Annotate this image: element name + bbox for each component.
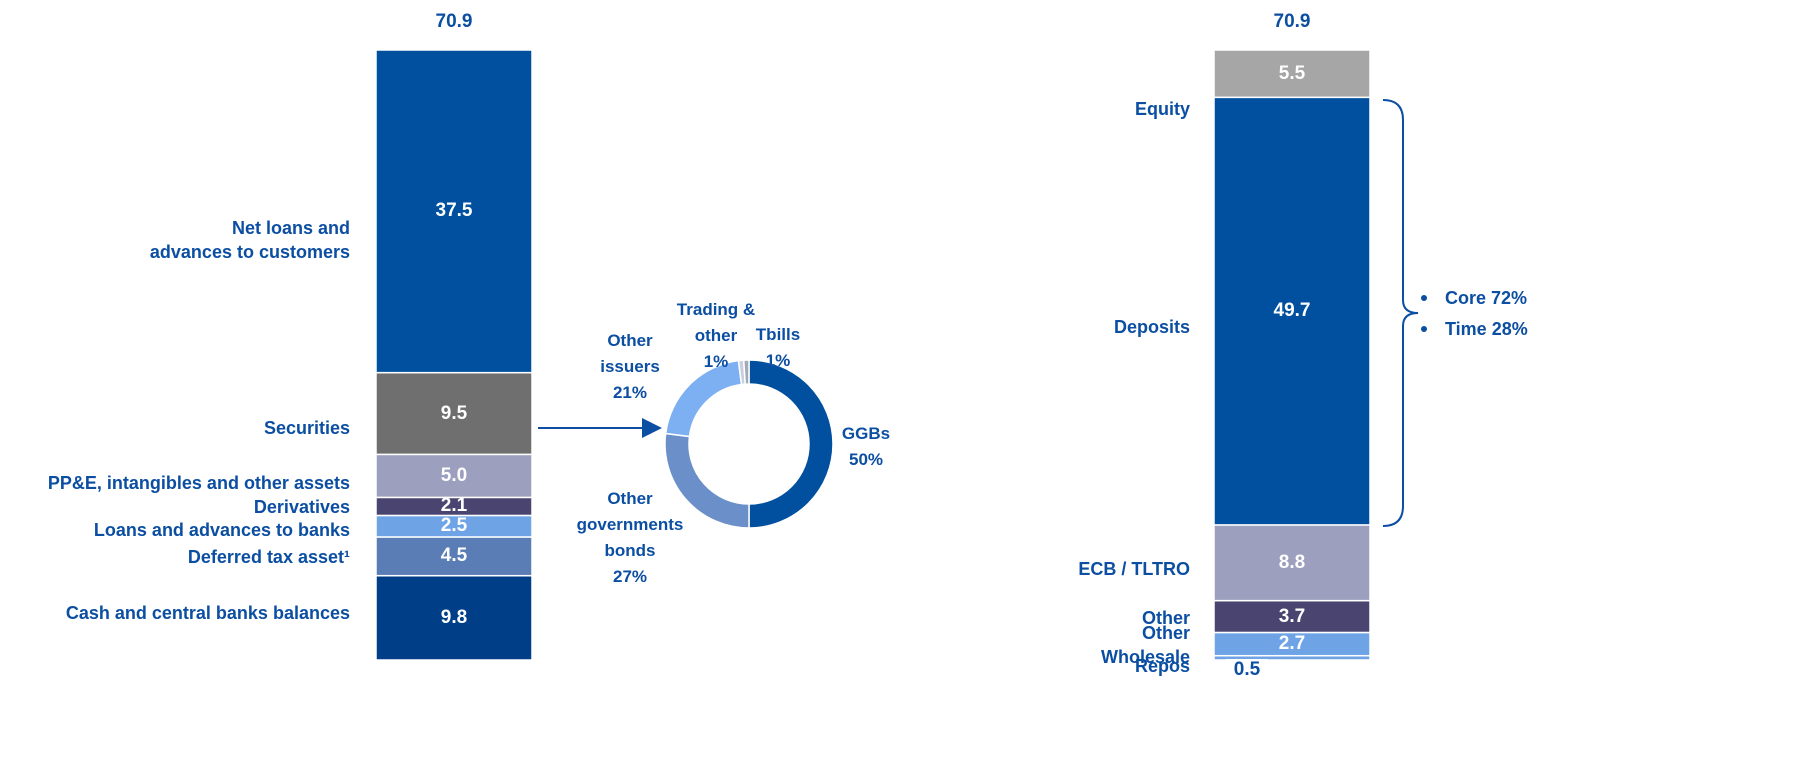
slice-value: 1% bbox=[703, 352, 729, 371]
value-label: 9.8 bbox=[440, 606, 468, 628]
bar-segment bbox=[1213, 96, 1371, 526]
value-label: 3.7 bbox=[1278, 605, 1306, 627]
slice-label: Tbills 1% bbox=[756, 322, 800, 374]
category-label: Other Wholesale bbox=[1100, 623, 1190, 667]
slice-name: Other issuers bbox=[600, 331, 660, 376]
slice-name: GGBs bbox=[841, 424, 891, 443]
category-label: Securities bbox=[263, 418, 350, 438]
slice-label: Other governments bonds 27% bbox=[577, 486, 684, 590]
value-label: 5.0 bbox=[440, 464, 468, 486]
value-label: 9.5 bbox=[440, 402, 468, 424]
bar-segment bbox=[375, 453, 533, 499]
bar-segment bbox=[1213, 524, 1371, 602]
value-label: 2.5 bbox=[440, 515, 468, 537]
category-label: Equity bbox=[1134, 99, 1190, 119]
slice-name: Tbills bbox=[755, 325, 801, 344]
bracket bbox=[1382, 99, 1419, 527]
bar-segment bbox=[375, 536, 533, 577]
slice-value: 50% bbox=[848, 450, 884, 469]
value-label: 49.7 bbox=[1273, 300, 1311, 322]
value-label: 5.5 bbox=[1278, 62, 1306, 84]
donut-slice bbox=[742, 359, 750, 385]
bar-segment bbox=[375, 371, 533, 456]
total-label: 70.9 bbox=[1273, 11, 1311, 32]
category-label: Deposits bbox=[1113, 317, 1190, 337]
category-label: Cash and central banks balances bbox=[65, 603, 350, 623]
total-label: 70.9 bbox=[435, 11, 473, 32]
annotation: Core 72% bbox=[1445, 288, 1528, 308]
bar-segment bbox=[1213, 49, 1371, 99]
value-label: 4.5 bbox=[440, 545, 468, 567]
slice-value: 27% bbox=[612, 567, 648, 586]
value-label: 0.5 bbox=[1225, 659, 1269, 681]
value-label: 2.7 bbox=[1278, 633, 1306, 655]
category-label: ECB / TLTRO bbox=[1078, 559, 1190, 579]
category-label: Deferred tax asset¹ bbox=[187, 547, 350, 567]
annotation: Time 28% bbox=[1445, 319, 1528, 339]
slice-label: GGBs 50% bbox=[842, 421, 890, 473]
category-label: Repos bbox=[1134, 656, 1190, 676]
category-label: Net loans and advances to customers bbox=[149, 218, 350, 262]
bullet bbox=[1421, 326, 1427, 332]
bullet bbox=[1421, 295, 1427, 301]
slice-label: Other issuers 21% bbox=[600, 328, 660, 406]
bar-segment bbox=[375, 49, 533, 374]
slice-name: Other governments bonds bbox=[576, 489, 684, 560]
value-label: 8.8 bbox=[1278, 551, 1306, 573]
category-label: PP&E, intangibles and other assets bbox=[47, 473, 350, 493]
donut-slice bbox=[748, 359, 834, 529]
category-label: Other bbox=[1141, 608, 1190, 628]
value-label: 2.1 bbox=[440, 495, 468, 517]
value-label: 37.5 bbox=[435, 200, 473, 222]
slice-label: Trading & other 1% bbox=[677, 297, 755, 375]
bar-segment bbox=[375, 574, 533, 661]
category-label: Derivatives bbox=[253, 497, 350, 517]
slice-value: 1% bbox=[765, 351, 791, 370]
slice-name: Trading & other bbox=[676, 300, 756, 345]
category-label: Loans and advances to banks bbox=[93, 520, 350, 540]
slice-value: 21% bbox=[612, 383, 648, 402]
